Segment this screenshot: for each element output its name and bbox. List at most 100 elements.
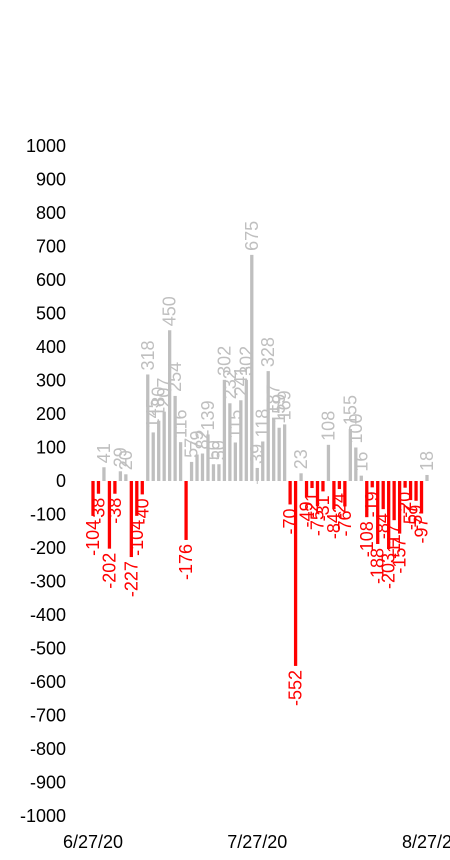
y-tick-label: 100 [36, 438, 66, 458]
bar [348, 429, 352, 481]
data-label: -70 [280, 508, 300, 534]
data-label: 207 [154, 378, 174, 408]
y-tick-label: 300 [36, 371, 66, 391]
data-label: -188 [368, 548, 388, 584]
data-label: 39 [247, 444, 267, 464]
bar [239, 400, 243, 481]
data-label: 79 [187, 431, 207, 451]
y-tick-label: -700 [30, 706, 66, 726]
bar [168, 330, 172, 481]
data-label: 82 [193, 429, 213, 449]
data-label: -84 [373, 513, 393, 539]
data-label: -97 [412, 517, 432, 543]
data-label: -108 [357, 521, 377, 557]
data-label: 232 [220, 369, 240, 399]
bar [392, 481, 396, 521]
data-label: -38 [105, 498, 125, 524]
y-tick-label: -100 [30, 505, 66, 525]
data-label: 241 [231, 366, 251, 396]
bar [387, 481, 391, 550]
bar [217, 464, 221, 481]
data-label: 16 [351, 452, 371, 472]
bar [261, 441, 265, 481]
x-axis: 6/27/20 7/27/20 8/27/2 [63, 478, 450, 852]
bar [425, 474, 429, 481]
bars [91, 254, 429, 666]
bar [184, 481, 188, 540]
data-label: 450 [160, 296, 180, 326]
data-label: -75 [307, 510, 327, 536]
y-tick-label: 400 [36, 337, 66, 357]
data-label: -19 [362, 491, 382, 517]
data-label: 57 [182, 438, 202, 458]
bar [206, 434, 210, 481]
bar [277, 427, 281, 481]
bar [228, 403, 232, 481]
bar [255, 467, 259, 481]
bar [102, 467, 106, 481]
data-label: -40 [132, 498, 152, 524]
data-label: -552 [286, 670, 306, 706]
data-label: -104 [127, 520, 147, 556]
data-label: -227 [121, 561, 141, 597]
data-label: 155 [340, 395, 360, 425]
data-label: 254 [165, 362, 185, 392]
data-label: 302 [214, 346, 234, 376]
bar [304, 481, 309, 498]
bar [189, 461, 194, 481]
bar [370, 481, 374, 488]
bar [135, 481, 139, 516]
y-tick-label: -900 [30, 773, 66, 793]
bar [113, 481, 117, 494]
data-label: -31 [313, 495, 333, 521]
y-tick-label: 1000 [26, 136, 66, 156]
data-label: -117 [384, 524, 404, 559]
y-tick-label: -500 [30, 639, 66, 659]
bar [403, 481, 407, 488]
bar [96, 481, 101, 494]
y-axis: 10009008007006005004003002001000-100-200… [20, 136, 66, 826]
data-label: -21 [302, 492, 322, 518]
data-label: -20 [395, 492, 415, 518]
y-tick-label: -600 [30, 672, 66, 692]
bar [266, 371, 270, 481]
bar [315, 481, 320, 507]
bar [310, 481, 314, 489]
data-label: 139 [198, 400, 218, 430]
data-label: 118 [253, 409, 273, 438]
bar [250, 254, 254, 481]
data-label: 41 [94, 443, 114, 463]
y-tick-label: 200 [36, 404, 66, 424]
bar [343, 481, 347, 507]
bar [91, 481, 95, 516]
bar [354, 447, 358, 481]
data-label: -49 [297, 501, 317, 527]
data-label: 675 [242, 221, 262, 251]
bar [233, 442, 238, 481]
x-tick-label: 7/27/20 [227, 832, 287, 852]
bar [146, 374, 150, 481]
bar [293, 481, 298, 666]
bar [397, 481, 402, 534]
bar [337, 481, 342, 490]
bar [162, 411, 166, 481]
y-tick-label: -1000 [20, 806, 66, 826]
data-label: 20 [116, 450, 136, 470]
data-label: 116 [171, 409, 191, 438]
bar [299, 473, 303, 481]
y-tick-label: 0 [56, 471, 66, 491]
data-label: -176 [176, 544, 196, 580]
bar [332, 481, 336, 510]
bar [118, 471, 123, 481]
bar [414, 481, 418, 501]
bar [288, 481, 292, 505]
y-tick-label: -800 [30, 739, 66, 759]
bar [200, 453, 205, 481]
data-label: 29 [110, 447, 130, 467]
bar [419, 481, 424, 514]
data-label: 50 [209, 440, 229, 460]
bar [326, 444, 331, 481]
bar [222, 379, 227, 481]
data-label: 180 [149, 387, 169, 417]
